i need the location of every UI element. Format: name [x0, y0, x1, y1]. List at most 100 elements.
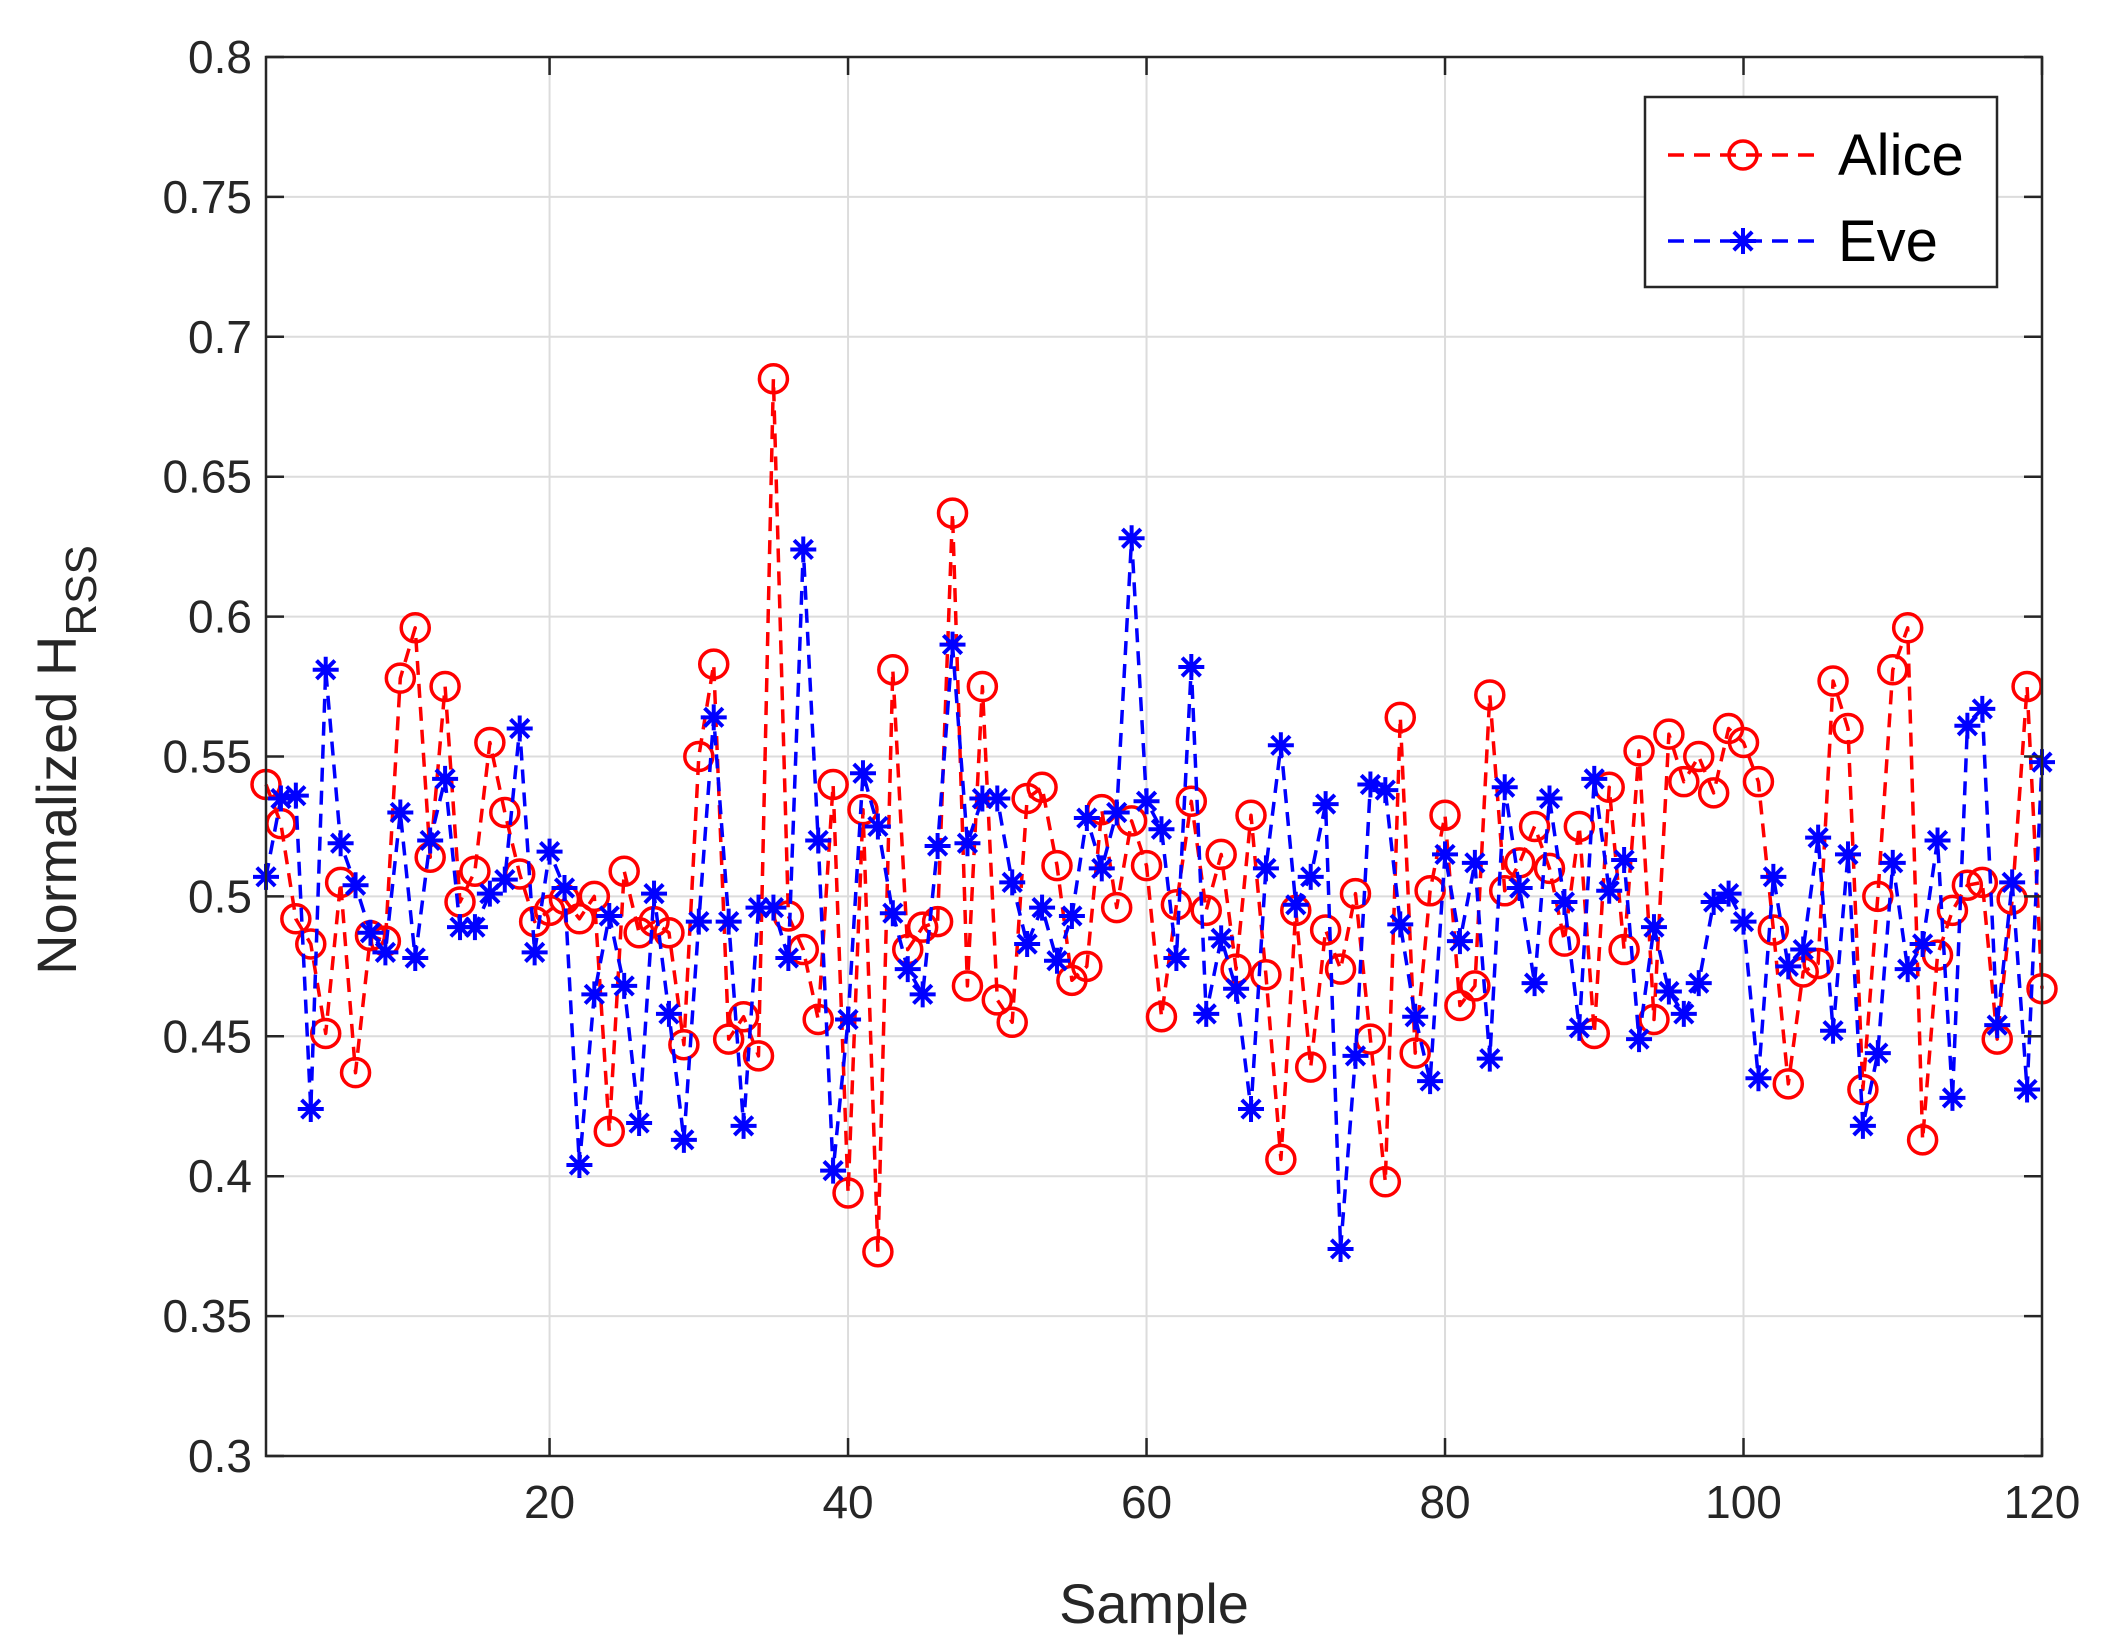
data-point-eve [864, 813, 891, 840]
data-point-eve [1730, 908, 1757, 935]
x-tick-label: 20 [524, 1476, 575, 1528]
data-point-eve [715, 908, 742, 935]
data-point-eve [2014, 1076, 2041, 1103]
data-point-alice [951, 970, 984, 1002]
data-point-alice [1906, 1124, 1939, 1156]
data-point-eve [1775, 953, 1802, 980]
data-point-eve [1626, 1026, 1653, 1053]
data-point-eve [909, 981, 936, 1008]
data-point-eve [1208, 925, 1235, 952]
data-point-eve [1088, 855, 1115, 882]
data-point-eve [417, 827, 444, 854]
data-point-alice [1966, 866, 1999, 899]
legend-marker-alice [1727, 139, 1759, 171]
data-point-alice [697, 648, 730, 680]
data-point-eve [1685, 970, 1712, 997]
data-point-alice [295, 928, 327, 960]
data-point-alice [1533, 852, 1566, 885]
data-point-alice [1429, 799, 1461, 832]
data-point-eve [1133, 788, 1160, 815]
data-point-alice [877, 654, 909, 686]
data-point-eve [1297, 863, 1324, 890]
data-point-alice [742, 1040, 775, 1072]
y-tick-label: 0.75 [162, 171, 252, 223]
data-point-alice [1682, 740, 1715, 773]
data-point-eve [387, 799, 414, 826]
grid-lines [266, 57, 2042, 1456]
data-point-alice [1160, 889, 1193, 921]
data-point-alice [1205, 838, 1237, 871]
data-point-eve [835, 1006, 862, 1033]
y-tick-label: 0.35 [162, 1290, 252, 1342]
data-point-alice [832, 1177, 864, 1209]
data-point-alice [817, 768, 849, 801]
data-point-eve [1536, 785, 1563, 812]
data-point-eve [820, 1157, 847, 1184]
data-point-eve [1715, 880, 1742, 907]
data-point-eve [1491, 774, 1518, 801]
data-point-eve [670, 1126, 697, 1153]
data-point-alice [578, 880, 611, 913]
data-point-eve [282, 782, 309, 809]
data-point-eve [1282, 891, 1309, 918]
data-point-alice [1250, 958, 1282, 991]
data-point-alice [1951, 869, 1984, 901]
data-point-alice [1862, 880, 1894, 913]
data-point-eve [521, 939, 548, 966]
data-point-alice [847, 793, 879, 826]
data-point-alice [1757, 914, 1790, 946]
data-point-alice [862, 1235, 894, 1268]
data-point-eve [461, 914, 488, 941]
legend-circle-marker [1727, 139, 1759, 171]
data-point-eve [790, 536, 817, 563]
data-point-alice [1847, 1073, 1879, 1106]
data-point-eve [1521, 970, 1548, 997]
data-point-eve [954, 830, 981, 857]
y-tick-label: 0.65 [162, 451, 252, 503]
data-point-alice [459, 855, 491, 887]
legend-label-alice: Alice [1838, 123, 1964, 188]
data-point-eve [1163, 944, 1190, 971]
data-point-eve [700, 704, 727, 731]
y-tick-label: 0.5 [188, 870, 252, 922]
data-point-alice [1369, 1166, 1402, 1198]
y-tick-label: 0.4 [188, 1150, 252, 1202]
data-point-eve [775, 944, 802, 971]
data-point-alice [489, 796, 521, 829]
data-point-eve [596, 902, 623, 929]
data-point-alice [1474, 679, 1506, 711]
data-point-eve [1894, 956, 1921, 983]
data-point-alice [474, 726, 506, 759]
data-point-eve [1238, 1096, 1265, 1123]
y-axis-title-subscript: RSS [57, 545, 106, 635]
data-point-alice [1832, 712, 1864, 745]
data-point-eve [1476, 1045, 1503, 1072]
data-point-eve [1103, 799, 1130, 826]
data-point-alice [1294, 1051, 1327, 1083]
data-point-eve [969, 785, 996, 812]
data-point-eve [1372, 777, 1399, 804]
data-point-alice [1324, 953, 1357, 985]
series-line-eve [264, 536, 2044, 1251]
data-point-eve [655, 1000, 682, 1027]
data-point-alice [608, 855, 640, 887]
data-point-alice [1608, 933, 1640, 966]
x-tick-label: 120 [2004, 1476, 2081, 1528]
data-point-eve [402, 944, 429, 971]
data-point-eve [849, 760, 876, 787]
data-point-eve [1581, 765, 1608, 792]
data-point-eve [1655, 978, 1682, 1005]
data-point-eve [611, 972, 638, 999]
data-point-eve [1461, 849, 1488, 876]
series-layer [250, 363, 2058, 1268]
data-point-eve [760, 894, 787, 921]
data-point-eve [1820, 1017, 1847, 1044]
data-point-alice [1623, 735, 1655, 767]
data-point-eve [1058, 902, 1085, 929]
data-point-eve [1969, 695, 1996, 722]
data-point-eve [1252, 855, 1279, 882]
data-point-eve [1327, 1235, 1354, 1262]
data-point-eve [730, 1112, 757, 1139]
y-tick-label: 0.45 [162, 1010, 252, 1062]
data-point-alice [1548, 925, 1581, 957]
